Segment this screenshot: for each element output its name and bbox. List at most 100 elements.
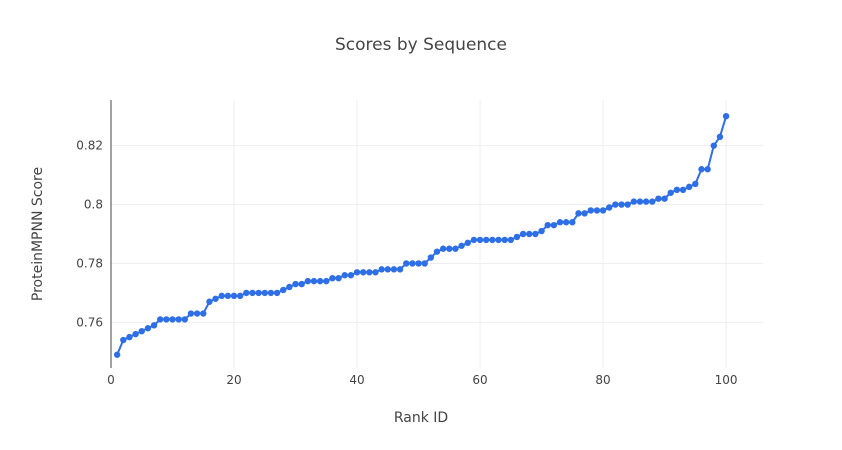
data-point[interactable] [464,239,471,247]
data-point[interactable] [562,219,570,226]
data-point[interactable] [495,236,502,244]
data-point[interactable] [421,260,428,267]
data-point[interactable] [433,248,441,255]
data-point[interactable] [329,274,336,282]
data-point[interactable] [452,245,459,252]
data-point[interactable] [415,260,422,267]
data-point[interactable] [396,266,404,273]
data-point[interactable] [501,236,508,244]
data-point[interactable] [544,221,551,229]
data-point[interactable] [200,310,207,317]
data-point[interactable] [710,142,717,149]
data-point[interactable] [150,322,158,329]
data-point[interactable] [722,113,730,120]
data-point[interactable] [212,295,219,302]
data-point[interactable] [439,245,447,252]
data-point[interactable] [206,298,213,305]
data-point[interactable] [175,316,182,323]
data-point[interactable] [507,236,515,244]
data-point[interactable] [230,292,238,300]
data-point[interactable] [526,230,533,238]
data-point[interactable] [157,316,164,323]
data-point[interactable] [538,227,545,235]
data-point[interactable] [353,269,361,276]
data-point[interactable] [310,277,318,285]
data-point[interactable] [556,219,564,226]
data-point[interactable] [636,198,644,205]
data-point[interactable] [255,289,262,297]
data-point[interactable] [384,266,391,273]
data-point[interactable] [126,333,133,341]
data-point[interactable] [144,325,152,332]
data-point[interactable] [316,277,324,285]
data-point[interactable] [372,269,379,276]
data-point[interactable] [685,183,693,191]
data-point[interactable] [181,316,189,323]
data-point[interactable] [224,292,232,300]
data-point[interactable] [513,233,521,241]
data-point[interactable] [132,330,139,338]
data-point[interactable] [347,272,355,279]
data-point[interactable] [458,242,465,249]
data-point[interactable] [489,236,496,244]
data-point[interactable] [113,351,121,358]
data-point[interactable] [446,245,453,252]
data-point[interactable] [599,207,607,214]
data-point[interactable] [378,266,385,273]
data-point[interactable] [587,207,594,214]
data-point[interactable] [292,280,299,288]
data-point[interactable] [390,266,398,273]
data-point[interactable] [667,189,674,196]
data-point[interactable] [323,277,330,285]
data-point[interactable] [550,221,558,229]
data-point[interactable] [612,201,619,208]
data-point[interactable] [218,292,225,300]
data-point[interactable] [661,195,668,202]
data-point[interactable] [169,316,176,323]
data-point[interactable] [624,201,631,208]
data-point[interactable] [698,166,705,173]
data-point[interactable] [366,269,373,276]
data-point[interactable] [519,230,527,238]
data-point[interactable] [280,286,287,294]
data-point[interactable] [267,289,275,297]
data-point[interactable] [532,230,539,238]
data-point[interactable] [163,316,170,323]
data-point[interactable] [655,195,662,202]
data-point[interactable] [679,186,687,194]
data-point[interactable] [403,260,410,267]
data-point[interactable] [236,292,244,300]
data-point[interactable] [243,289,250,297]
data-point[interactable] [673,186,681,194]
data-point[interactable] [138,327,145,335]
data-point[interactable] [649,198,656,205]
data-point[interactable] [716,133,724,141]
data-point[interactable] [261,289,268,297]
data-point[interactable] [618,201,625,208]
data-point[interactable] [249,289,256,297]
data-point[interactable] [630,198,638,205]
data-point[interactable] [273,289,281,297]
data-point[interactable] [335,274,342,282]
data-point[interactable] [470,236,478,244]
data-point[interactable] [120,336,127,344]
data-point[interactable] [593,207,601,214]
data-point[interactable] [642,198,650,205]
data-point[interactable] [304,277,312,285]
data-point[interactable] [704,166,711,173]
data-point[interactable] [476,236,484,244]
data-point[interactable] [298,280,305,288]
data-point[interactable] [606,204,613,211]
data-point[interactable] [409,260,416,267]
data-point[interactable] [569,219,576,226]
data-point[interactable] [427,254,435,261]
data-point[interactable] [187,310,195,317]
data-point[interactable] [483,236,490,244]
data-point[interactable] [359,269,367,276]
data-point[interactable] [575,210,582,217]
data-point[interactable] [286,283,293,291]
data-point[interactable] [193,310,201,317]
data-point[interactable] [692,180,699,188]
data-point[interactable] [341,272,348,279]
data-point[interactable] [581,210,588,217]
